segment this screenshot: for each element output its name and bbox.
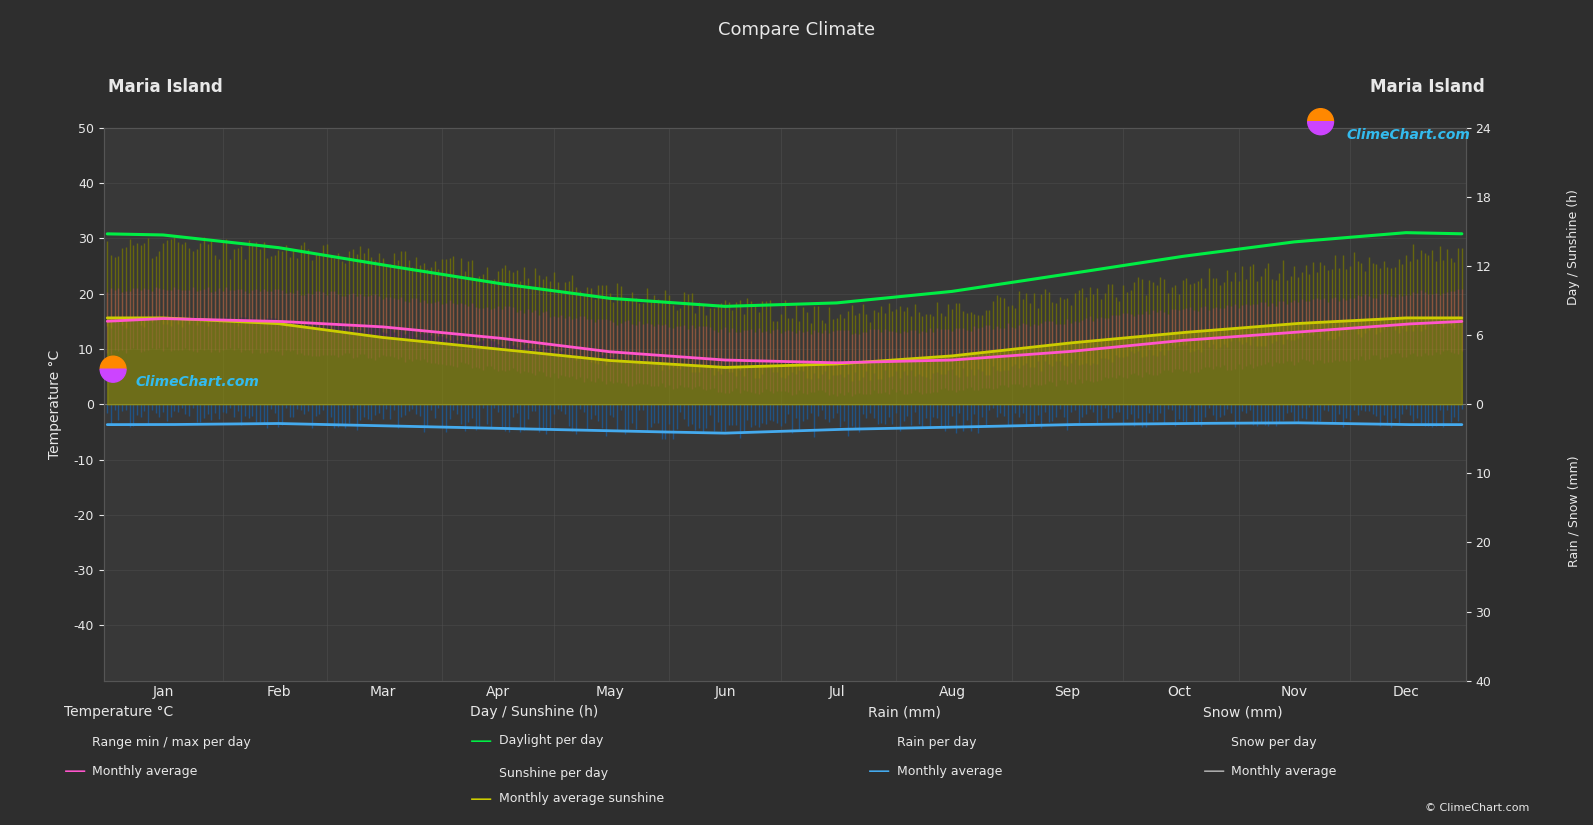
Text: —: —	[1203, 761, 1225, 781]
Text: Rain / Snow (mm): Rain / Snow (mm)	[1568, 455, 1580, 568]
Wedge shape	[1308, 109, 1333, 121]
Text: ClimeChart.com: ClimeChart.com	[135, 375, 260, 389]
Text: Range min / max per day: Range min / max per day	[92, 736, 252, 749]
Text: Monthly average: Monthly average	[1231, 765, 1337, 778]
Wedge shape	[100, 356, 126, 370]
Text: —: —	[470, 789, 492, 808]
Text: —: —	[470, 731, 492, 751]
Text: Maria Island: Maria Island	[1370, 78, 1485, 97]
Wedge shape	[1308, 121, 1333, 134]
Text: Monthly average: Monthly average	[897, 765, 1002, 778]
Wedge shape	[100, 370, 126, 382]
Text: Rain (mm): Rain (mm)	[868, 705, 941, 719]
Text: Snow per day: Snow per day	[1231, 736, 1317, 749]
Text: Daylight per day: Daylight per day	[499, 734, 604, 747]
Text: —: —	[868, 761, 890, 781]
Text: Compare Climate: Compare Climate	[718, 21, 875, 39]
Text: —: —	[64, 761, 86, 781]
Text: Sunshine per day: Sunshine per day	[499, 766, 609, 780]
Text: Day / Sunshine (h): Day / Sunshine (h)	[1568, 190, 1580, 305]
Y-axis label: Temperature °C: Temperature °C	[48, 350, 62, 459]
Text: Snow (mm): Snow (mm)	[1203, 705, 1282, 719]
Text: Monthly average: Monthly average	[92, 765, 198, 778]
Text: ClimeChart.com: ClimeChart.com	[1346, 128, 1470, 142]
Text: Monthly average sunshine: Monthly average sunshine	[499, 792, 664, 805]
Text: Rain per day: Rain per day	[897, 736, 977, 749]
Text: Temperature °C: Temperature °C	[64, 705, 174, 719]
Text: Maria Island: Maria Island	[108, 78, 223, 97]
Text: Day / Sunshine (h): Day / Sunshine (h)	[470, 705, 599, 719]
Text: © ClimeChart.com: © ClimeChart.com	[1424, 803, 1529, 813]
